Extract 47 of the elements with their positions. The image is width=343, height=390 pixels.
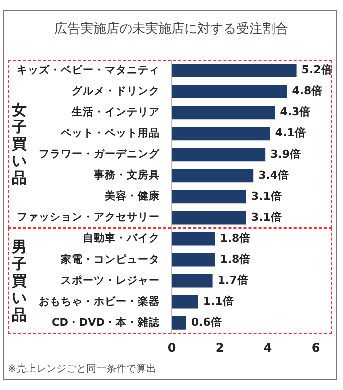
bar	[172, 85, 288, 99]
y-tick-label: ペット・ペット用品	[60, 128, 160, 140]
x-tick-label: 0	[168, 340, 176, 355]
y-tick-label: スポーツ・レジャー	[61, 274, 160, 287]
y-tick-label: 生活・インテリア	[71, 106, 160, 119]
x-tick-label: 2	[216, 340, 224, 355]
y-tick-label: ファッション・アクセサリー	[17, 212, 160, 224]
y-tick-label: 自動車・バイク	[83, 232, 160, 245]
bar	[172, 316, 186, 330]
data-label: 3.4倍	[258, 168, 290, 182]
y-tick-label: フラワー・ガーデニング	[39, 148, 161, 161]
x-tick-label: 4	[264, 340, 272, 355]
text: ※売上レンジごと同一条件で算出	[8, 362, 156, 376]
data-label: 5.2倍	[302, 64, 332, 77]
bar	[172, 274, 213, 288]
bar	[172, 190, 246, 204]
y-tick-label: グルメ・ドリンク	[72, 86, 160, 98]
y-tick-label: CD・DVD・本・雑誌	[52, 316, 161, 329]
data-label: 4.3倍	[280, 106, 311, 119]
bar	[172, 253, 216, 267]
y-tick-label: おもちゃ・ホビー・楽器	[39, 294, 160, 308]
y-tick-label: 家電・コンピュータ	[60, 252, 160, 266]
data-label: 3.9倍	[270, 148, 302, 161]
data-label: 1.8倍	[220, 252, 251, 266]
bar	[172, 148, 266, 162]
data-label: 1.8倍	[220, 232, 251, 245]
data-label: 1.7倍	[218, 274, 248, 287]
text: 男子買い品	[11, 238, 28, 324]
data-label: 4.8倍	[292, 84, 323, 98]
bar	[172, 106, 276, 120]
bar	[172, 64, 297, 78]
bar	[172, 295, 198, 309]
bar	[172, 211, 246, 225]
data-label: 3.1倍	[251, 190, 282, 203]
chart-title: 広告実施店の未実施店に対する受注割合	[54, 21, 290, 38]
y-tick-label: 美容・健康	[104, 190, 161, 203]
data-label: 3.1倍	[251, 210, 282, 224]
data-label: 4.1倍	[275, 126, 306, 140]
text: 女子買い品	[11, 100, 28, 187]
bar	[172, 127, 270, 141]
bar	[172, 232, 216, 246]
bar	[172, 169, 254, 183]
data-label: 1.1倍	[203, 294, 234, 308]
data-label: 0.6倍	[191, 316, 222, 329]
x-tick-label: 6	[312, 340, 320, 355]
y-tick-label: キッズ・ベビー・マタニティ	[17, 64, 160, 77]
y-tick-label: 事務・文房具	[93, 168, 160, 182]
